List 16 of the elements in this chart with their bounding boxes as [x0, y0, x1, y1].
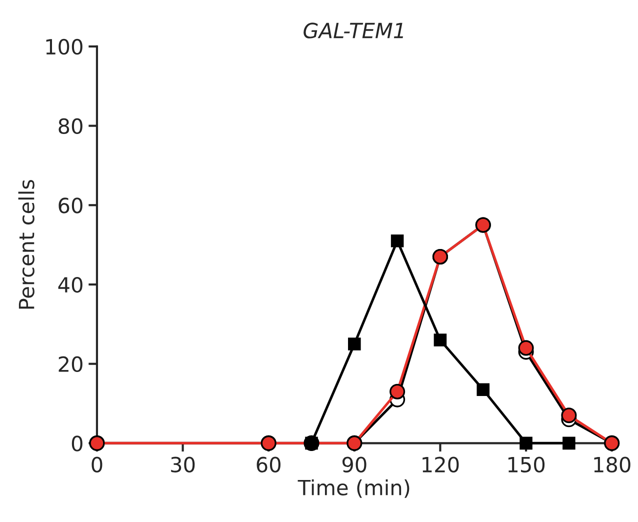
x-axis-title: Time (min): [298, 479, 410, 498]
y-tick-label: 80: [58, 118, 82, 134]
x-tick-label: 180: [594, 456, 630, 472]
chart-title: GAL-TEM1: [304, 22, 404, 38]
x-tick-label: 150: [508, 456, 545, 472]
x-tick-label: 60: [256, 456, 280, 472]
y-tick-label: 100: [46, 38, 82, 55]
y-tick-label: 40: [58, 276, 82, 293]
y-tick-label: 60: [58, 198, 82, 214]
x-tick-label: 0: [92, 456, 102, 472]
y-axis-title: Percent cells: [18, 180, 34, 309]
y-tick-label: 0: [72, 436, 82, 452]
x-tick-label: 90: [342, 456, 366, 472]
x-tick-label: 120: [422, 456, 459, 472]
y-tick-label: 20: [58, 356, 82, 372]
x-tick-label: 30: [171, 456, 195, 472]
